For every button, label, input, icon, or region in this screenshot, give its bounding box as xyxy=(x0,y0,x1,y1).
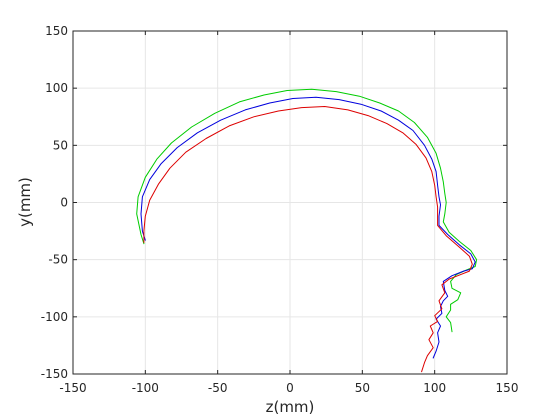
x-tick-label: 150 xyxy=(496,381,519,395)
y-tick-label: -50 xyxy=(48,253,68,267)
ticks: -150 -100 -50 0 50 100 150 -150 -100 -50 0 50 100 150 xyxy=(41,24,519,395)
y-tick-label: 150 xyxy=(45,24,68,38)
series-line-1 xyxy=(136,88,478,333)
y-tick-label: 100 xyxy=(45,81,68,95)
y-tick-label: -150 xyxy=(41,367,68,381)
y-tick-label: 0 xyxy=(60,196,68,210)
x-tick-label: -150 xyxy=(59,381,86,395)
x-tick-label: 50 xyxy=(355,381,370,395)
x-tick-label: 100 xyxy=(423,381,446,395)
y-tick-label: -100 xyxy=(41,310,68,324)
x-tick-label: -50 xyxy=(208,381,228,395)
x-tick-label: -100 xyxy=(132,381,159,395)
series-line-3 xyxy=(143,106,473,373)
x-axis-label: z(mm) xyxy=(266,398,315,416)
y-axis-label: y(mm) xyxy=(16,177,34,227)
y-tick-label: 50 xyxy=(53,138,68,152)
series-layer xyxy=(136,88,478,373)
series-line-2 xyxy=(140,96,476,359)
x-tick-label: 0 xyxy=(286,381,294,395)
